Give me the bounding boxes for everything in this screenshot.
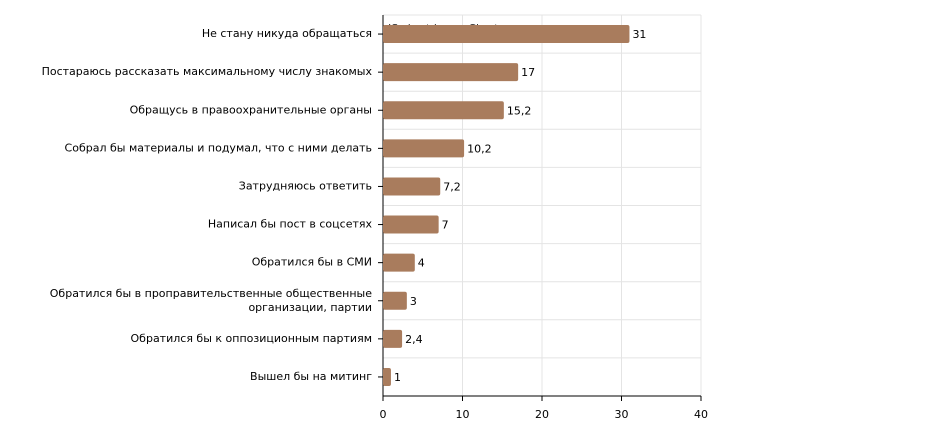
x-tick-label: 40 bbox=[694, 408, 708, 421]
value-label: 17 bbox=[521, 66, 535, 79]
bar bbox=[383, 215, 439, 234]
value-label: 3 bbox=[410, 295, 417, 308]
bar bbox=[383, 291, 407, 310]
value-label: 7 bbox=[442, 219, 449, 232]
y-tick-label: Собрал бы материалы и подумал, что с ним… bbox=[65, 141, 372, 154]
bar bbox=[383, 63, 519, 82]
y-tick-label: Обратился бы к оппозиционным партиям bbox=[131, 332, 372, 345]
x-tick-label: 10 bbox=[456, 408, 470, 421]
value-label: 4 bbox=[418, 257, 425, 270]
x-tick-label: 20 bbox=[535, 408, 549, 421]
bar bbox=[383, 367, 391, 386]
x-tick-label: 0 bbox=[380, 408, 387, 421]
value-label: 31 bbox=[632, 28, 646, 41]
x-tick-label: 30 bbox=[615, 408, 629, 421]
y-tick-label: Постараюсь рассказать максимальному числ… bbox=[42, 65, 373, 78]
bar bbox=[383, 139, 465, 158]
value-label: 15,2 bbox=[507, 104, 531, 117]
value-label: 1 bbox=[394, 371, 401, 384]
bar bbox=[383, 329, 403, 348]
value-label: 10,2 bbox=[467, 142, 492, 155]
y-tick-label: Обращусь в правоохранительные органы bbox=[130, 103, 372, 116]
bar bbox=[383, 253, 415, 272]
y-tick-label: Обратился бы в проправительственные обще… bbox=[50, 287, 372, 314]
bar bbox=[383, 177, 441, 196]
value-label: 7,2 bbox=[443, 180, 461, 193]
bar bbox=[383, 25, 630, 44]
y-tick-label: Затрудняюсь ответить bbox=[239, 179, 372, 192]
value-label: 2,4 bbox=[405, 333, 423, 346]
y-tick-label: Не стану никуда обращаться bbox=[202, 27, 372, 40]
y-tick-label: Вышел бы на митинг bbox=[250, 370, 372, 383]
y-tick-label: Написал бы пост в соцсетях bbox=[208, 218, 373, 231]
bar bbox=[383, 101, 504, 120]
y-tick-label: Обратился бы в СМИ bbox=[252, 256, 372, 269]
